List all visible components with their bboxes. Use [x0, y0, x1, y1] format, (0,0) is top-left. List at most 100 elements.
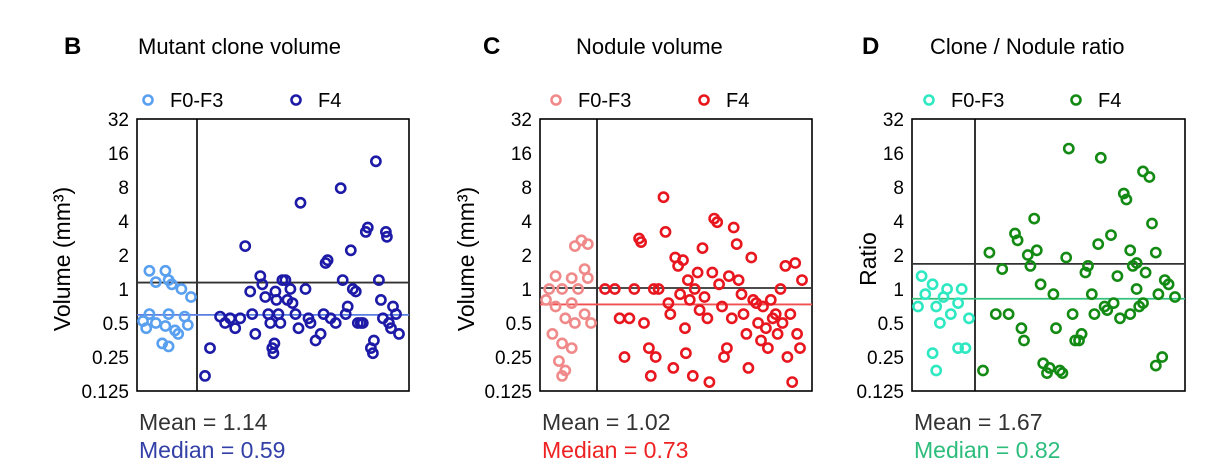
data-point: [608, 283, 621, 295]
data-point: [239, 240, 252, 252]
data-point: [289, 308, 302, 320]
data-point: [143, 264, 156, 277]
data-point: [652, 283, 665, 295]
plot-frame: [136, 118, 410, 392]
panel-letter: D: [862, 33, 879, 60]
data-point: [569, 240, 581, 252]
data-point: [1062, 142, 1075, 155]
data-point: [380, 230, 393, 243]
data-point: [268, 337, 281, 350]
data-point: [926, 278, 939, 291]
data-point: [764, 293, 777, 306]
y-tick-label: 0.125: [484, 382, 532, 403]
data-point: [304, 317, 317, 329]
y-tick-label: 0.5: [878, 314, 904, 335]
data-point: [569, 317, 581, 329]
plot-frame: [911, 118, 1186, 392]
legend-marker-f4: [290, 94, 302, 106]
y-tick-label: 1: [118, 280, 129, 301]
data-point: [274, 317, 287, 329]
data-point: [143, 308, 156, 320]
legend-label: F4: [318, 90, 341, 112]
data-point: [713, 278, 725, 291]
data-point: [730, 238, 743, 250]
data-point: [698, 291, 711, 303]
data-point: [1139, 266, 1152, 279]
data-point: [701, 312, 714, 325]
data-point: [249, 327, 262, 340]
data-point: [334, 182, 347, 195]
data-point: [771, 327, 784, 340]
data-point: [1137, 297, 1149, 309]
data-point: [644, 369, 657, 382]
data-point: [662, 297, 675, 309]
legend-marker-f4: [698, 94, 710, 106]
data-point: [1053, 364, 1066, 377]
data-point: [229, 322, 242, 335]
y-tick-label: 2: [118, 246, 129, 267]
data-point: [711, 216, 724, 229]
data-point: [1117, 187, 1130, 200]
y-tick-label: 0.25: [867, 348, 904, 369]
y-tick-label: 0.25: [92, 348, 129, 369]
data-point: [140, 322, 153, 335]
y-axis-label: Volume (mm³): [453, 187, 479, 331]
data-point: [955, 283, 968, 295]
data-point: [341, 300, 354, 313]
data-point: [983, 246, 996, 259]
data-point: [647, 283, 660, 295]
data-point: [379, 225, 392, 238]
data-point: [1130, 283, 1143, 295]
plot-frame: [539, 118, 813, 392]
data-point: [762, 342, 774, 354]
legend-label: F0-F3: [578, 90, 631, 112]
data-point: [1050, 322, 1062, 335]
legend-marker-f0-f3: [142, 94, 154, 106]
data-point: [1060, 251, 1073, 264]
data-point: [1079, 266, 1092, 279]
data-point: [1085, 288, 1098, 301]
data-point: [1024, 259, 1037, 272]
median-label: Median = 0.73: [542, 437, 688, 463]
data-point: [578, 308, 591, 320]
data-point: [1009, 227, 1021, 240]
data-point: [1043, 361, 1056, 374]
y-tick-label: 0.5: [506, 314, 532, 335]
data-point: [944, 308, 957, 320]
data-point: [172, 327, 185, 340]
legend-label: F0-F3: [170, 90, 223, 112]
data-point: [314, 327, 327, 340]
data-point: [735, 288, 748, 301]
data-point: [776, 317, 789, 329]
data-point: [688, 283, 701, 295]
data-point: [1143, 171, 1156, 183]
data-point: [740, 327, 753, 340]
data-point: [664, 308, 677, 320]
panel-letter: C: [483, 33, 500, 60]
data-point: [1105, 229, 1117, 241]
data-point: [786, 376, 799, 388]
median-label: Median = 0.82: [914, 437, 1060, 463]
data-point: [628, 283, 641, 295]
data-point: [926, 347, 939, 360]
data-point: [659, 225, 672, 238]
data-point: [366, 347, 379, 360]
y-tick-label: 32: [883, 110, 904, 131]
data-point: [540, 293, 552, 306]
legend-marker-f0-f3: [550, 94, 562, 106]
data-point: [679, 322, 691, 335]
data-point: [667, 361, 680, 374]
data-point: [369, 155, 382, 168]
y-tick-label: 2: [893, 246, 904, 267]
data-point: [1028, 212, 1041, 225]
data-point: [162, 308, 175, 320]
data-point: [559, 312, 572, 325]
data-point: [372, 274, 385, 286]
data-point: [581, 272, 594, 284]
data-point: [572, 283, 584, 295]
mean-label: Mean = 1.67: [914, 409, 1043, 435]
data-point: [952, 342, 964, 354]
data-point: [385, 322, 397, 335]
data-point: [279, 274, 292, 286]
data-point: [234, 312, 247, 325]
